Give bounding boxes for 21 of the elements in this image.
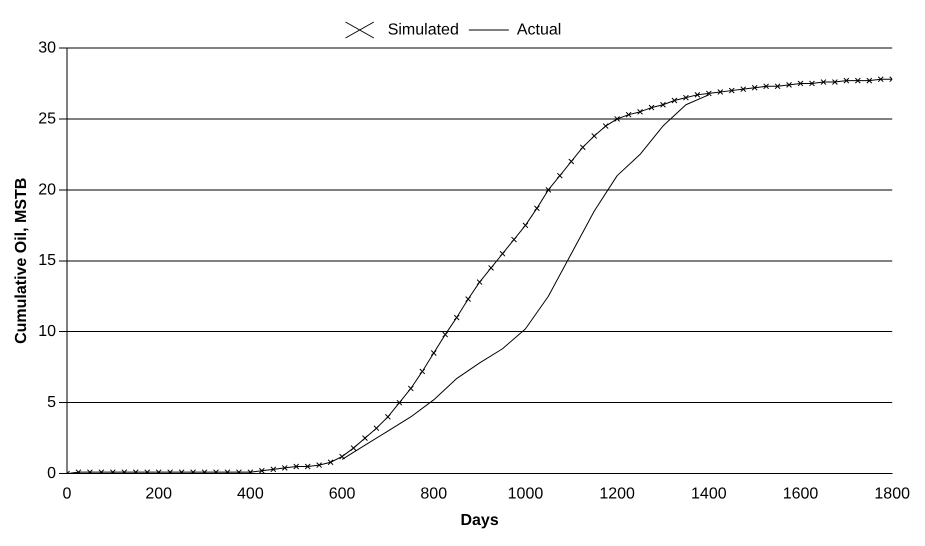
y-tick-label: 0 bbox=[47, 465, 56, 482]
x-tick-label: 1800 bbox=[874, 486, 910, 503]
legend-label: Simulated bbox=[388, 21, 459, 38]
y-axis-title: Cumulative Oil, MSTB bbox=[13, 178, 30, 344]
y-tick-label: 10 bbox=[38, 323, 56, 340]
x-tick-label: 1200 bbox=[599, 486, 636, 503]
x-tick-label: 200 bbox=[145, 486, 172, 503]
x-tick-label: 1400 bbox=[691, 486, 727, 503]
y-tick-label: 5 bbox=[47, 394, 56, 412]
x-tick-label: 800 bbox=[420, 486, 448, 503]
y-tick-label: 25 bbox=[38, 110, 56, 128]
x-axis-title: Days bbox=[460, 512, 499, 529]
y-tick-label: 20 bbox=[38, 181, 56, 198]
x-tick-label: 1600 bbox=[782, 486, 818, 503]
x-tick-label: 600 bbox=[328, 486, 356, 503]
y-tick-label: 30 bbox=[38, 39, 56, 56]
x-tick-label: 400 bbox=[237, 486, 264, 503]
x-tick-label: 0 bbox=[62, 486, 72, 503]
legend-label: Actual bbox=[516, 21, 562, 38]
y-tick-label: 15 bbox=[38, 252, 56, 270]
x-tick-label: 1000 bbox=[508, 486, 544, 503]
